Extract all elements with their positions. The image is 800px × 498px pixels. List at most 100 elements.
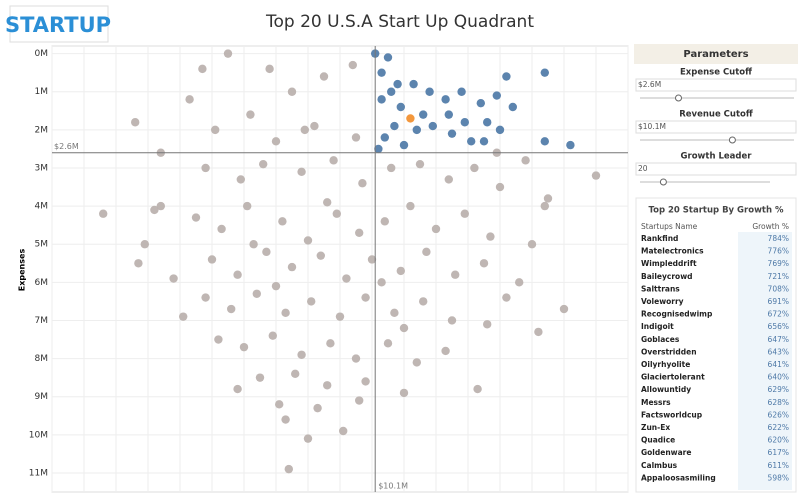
- y-tick-label: 5M: [35, 240, 49, 250]
- point: [566, 140, 575, 150]
- point: [201, 293, 210, 302]
- point: [591, 171, 601, 180]
- point: [412, 358, 421, 367]
- param-value: 20: [638, 164, 648, 173]
- point: [515, 278, 524, 287]
- reference-label: $10.1M: [378, 482, 408, 491]
- point: [326, 339, 335, 348]
- point: [479, 137, 489, 146]
- point: [457, 87, 466, 96]
- point: [268, 331, 277, 340]
- point: [291, 369, 300, 379]
- point: [419, 110, 428, 119]
- point: [447, 129, 457, 138]
- growth-value: 643%: [768, 347, 789, 356]
- side-panel: Expense Cutoff $2.6M Revenue Cutoff $10.1M G…: [635, 68, 797, 482]
- point: [396, 266, 405, 276]
- point: [479, 259, 489, 268]
- point: [191, 213, 201, 222]
- growth-value: 598%: [768, 473, 789, 482]
- growth-value: 622%: [768, 423, 789, 432]
- startup-name: Voleworry: [641, 297, 684, 306]
- startup-name: Goldenware: [641, 448, 691, 457]
- growth-value: 620%: [768, 436, 789, 445]
- startup-name: Salttrans: [641, 284, 680, 293]
- point: [377, 68, 386, 77]
- point: [319, 72, 329, 81]
- point: [281, 415, 290, 424]
- slider-knob[interactable]: [659, 178, 667, 186]
- point: [233, 270, 242, 279]
- params-header: [634, 44, 798, 64]
- point: [239, 342, 249, 352]
- point: [460, 209, 469, 218]
- point: [287, 262, 297, 272]
- logo-box: [9, 5, 109, 43]
- point: [233, 384, 242, 394]
- point: [303, 434, 313, 443]
- point: [323, 381, 332, 390]
- startup-name: Rankfind: [641, 234, 678, 243]
- y-tick-label: 6M: [35, 278, 49, 288]
- logo: STARTUP: [5, 13, 111, 37]
- point: [380, 217, 389, 226]
- point: [249, 240, 258, 249]
- point: [559, 304, 569, 314]
- point: [470, 163, 479, 173]
- point: [492, 91, 501, 100]
- y-tick-label: 10M: [29, 430, 48, 440]
- point: [460, 118, 469, 127]
- point: [275, 400, 284, 409]
- point: [185, 95, 194, 104]
- point: [425, 87, 434, 96]
- point: [99, 209, 108, 218]
- title: Top 20 U.S.A Start Up Quadrant: [265, 12, 534, 32]
- param-input: [635, 120, 797, 134]
- y-tick-label: 0M: [35, 49, 49, 59]
- growth-value: 721%: [768, 272, 789, 281]
- growth-column-bg: [738, 232, 792, 490]
- point: [447, 316, 457, 325]
- plot: 0M 1M 2M 3M 4M 5M 6M 7M 8M 9M 10M 11M Expenses $2.6M $…: [18, 45, 629, 493]
- point: [540, 201, 549, 211]
- point: [214, 335, 223, 344]
- point: [278, 217, 287, 226]
- point: [361, 293, 370, 302]
- slider-knob[interactable]: [675, 94, 682, 102]
- point: [332, 209, 341, 218]
- point: [198, 64, 207, 74]
- slider-knob[interactable]: [728, 136, 736, 144]
- point: [495, 125, 505, 135]
- point: [483, 320, 492, 329]
- point: [300, 125, 309, 135]
- point: [387, 87, 396, 96]
- point: [265, 64, 274, 74]
- point: [156, 201, 165, 211]
- point: [422, 247, 431, 257]
- startup-name: Matelectronics: [641, 247, 704, 256]
- point: [355, 396, 364, 405]
- point: [390, 308, 399, 318]
- growth-value: 769%: [768, 259, 789, 268]
- param-name: Expense Cutoff: [680, 68, 752, 78]
- point: [483, 118, 492, 127]
- point: [179, 312, 188, 321]
- point: [307, 297, 316, 306]
- point: [367, 255, 377, 264]
- y-tick-label: 7M: [35, 316, 49, 326]
- point: [323, 198, 332, 207]
- point: [297, 350, 306, 359]
- point: [540, 68, 549, 77]
- point: [409, 79, 418, 89]
- point: [428, 121, 437, 131]
- point: [169, 274, 178, 283]
- point: [297, 167, 306, 176]
- point: [236, 175, 245, 184]
- growth-value: 708%: [768, 284, 789, 293]
- point: [399, 388, 409, 398]
- point: [284, 464, 293, 474]
- point: [441, 95, 450, 104]
- startup-name: Allowuntidy: [641, 385, 691, 394]
- point: [339, 426, 348, 436]
